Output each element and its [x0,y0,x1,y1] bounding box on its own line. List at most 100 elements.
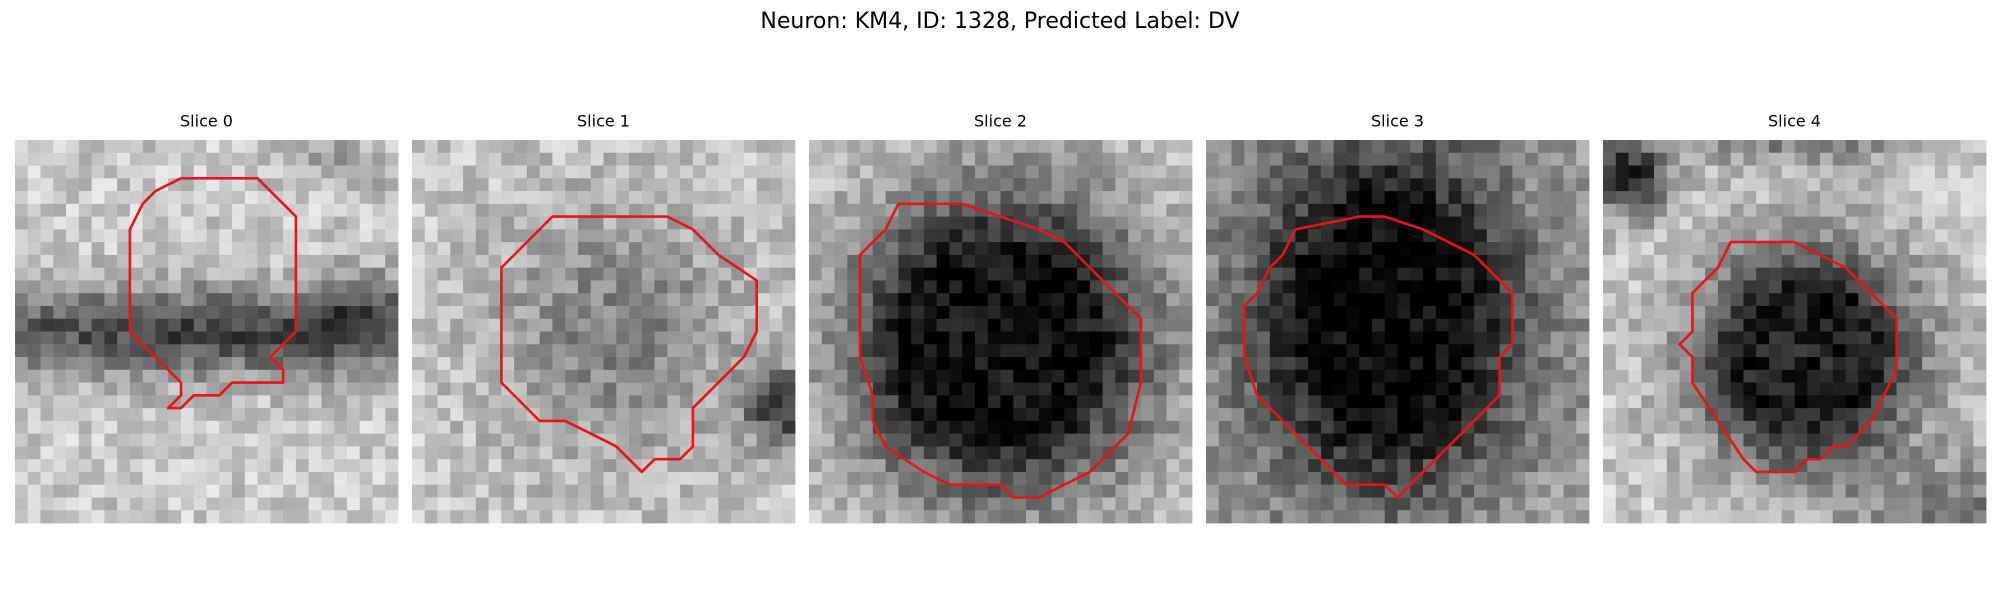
pixel [949,254,963,269]
pixel [1756,433,1770,447]
pixel [692,357,707,371]
pixel [680,152,694,166]
pixel [1371,165,1386,179]
pixel [15,242,29,256]
pixel [1525,484,1539,498]
pixel [1550,471,1564,486]
pixel [1781,446,1795,460]
pixel [1448,420,1462,435]
pixel [1934,165,1949,179]
pixel [1730,165,1744,179]
pixel [539,433,553,447]
pixel [488,357,502,371]
pixel [949,293,963,307]
pixel [424,216,438,230]
pixel [629,369,643,383]
pixel [15,357,29,371]
pixel [923,510,938,524]
pixel [295,229,310,243]
pixel [450,293,464,307]
pixel [641,293,655,307]
pixel [424,293,438,307]
pixel [847,471,861,486]
pixel [1423,497,1437,511]
pixel [1320,497,1335,511]
pixel [1717,459,1732,473]
pixel [809,344,823,358]
pixel [1359,254,1373,269]
pixel [53,331,67,345]
pixel [1295,152,1309,166]
pixel [1603,331,1617,345]
pixel [1179,459,1193,473]
pixel [385,140,399,154]
pixel [283,254,297,269]
pixel [1000,331,1014,345]
pixel [1115,165,1129,179]
pixel [1768,420,1783,435]
pixel [1077,433,1091,447]
pixel [885,395,899,409]
pixel [526,267,541,281]
pixel [577,203,592,217]
pixel [1922,459,1936,473]
pixel [475,369,489,383]
pixel [1615,395,1629,409]
pixel [232,267,246,281]
pixel [911,395,925,409]
pixel [1922,305,1936,320]
figure-title: Neuron: KM4, ID: 1328, Predicted Label: … [760,9,1239,34]
pixel [847,497,861,511]
pixel [1794,280,1808,294]
pixel [270,293,284,307]
pixel [1166,318,1180,332]
pixel [1794,254,1808,269]
pixel [1435,433,1449,447]
pixel [1423,433,1437,447]
pixel [1153,178,1167,192]
pixel [1922,446,1936,460]
pixel [1666,344,1680,358]
pixel [40,408,54,422]
pixel [885,433,899,447]
pixel [91,178,105,192]
pixel [257,497,271,511]
pixel [1244,484,1258,498]
pixel [1038,331,1052,345]
pixel [1089,152,1104,166]
pixel [1051,293,1065,307]
pixel [1397,408,1411,422]
pixel [1013,203,1027,217]
pixel [1371,382,1386,396]
pixel [782,484,796,498]
pixel [949,203,963,217]
pixel [270,420,284,435]
pixel [232,357,246,371]
pixel [809,395,823,409]
pixel [385,242,399,256]
pixel [1768,382,1783,396]
pixel [437,369,451,383]
pixel [1563,305,1577,320]
pixel [142,242,156,256]
pixel [1346,510,1360,524]
pixel [1973,331,1987,345]
pixel [1115,254,1129,269]
pixel [1166,178,1180,192]
pixel [295,216,310,230]
pixel [1269,293,1283,307]
pixel [936,267,950,281]
pixel [718,420,732,435]
pixel [885,344,899,358]
pixel [782,203,796,217]
pixel [1089,242,1104,256]
pixel [219,280,233,294]
pixel [53,408,67,422]
pixel [872,140,886,154]
pixel [1832,140,1846,154]
pixel [372,254,386,269]
pixel [936,229,950,243]
pixel [40,344,54,358]
pixel [193,408,207,422]
pixel [1461,459,1475,473]
